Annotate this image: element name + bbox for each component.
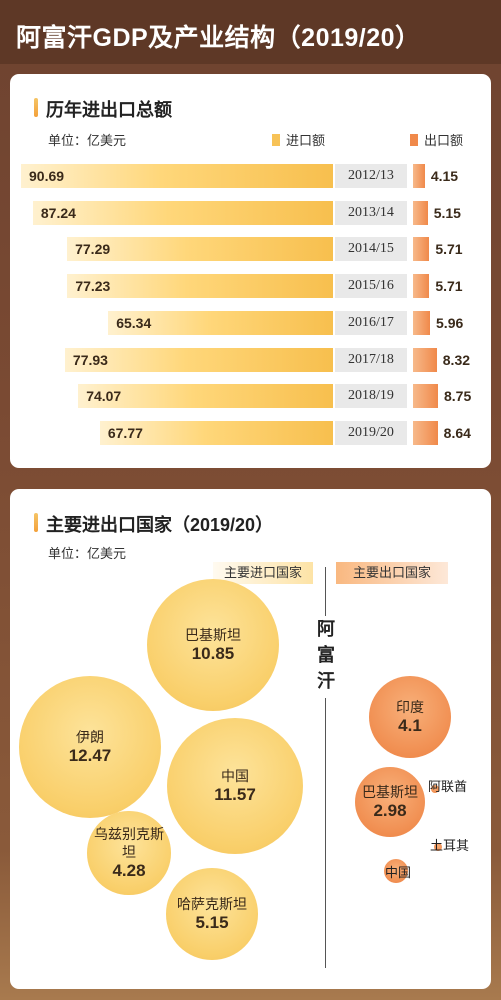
export-country-label: 阿联酋	[428, 779, 468, 794]
export-value-label: 4.15	[430, 168, 459, 184]
import-bubble: 巴基斯坦 10.85	[146, 578, 280, 712]
export-value-label: 5.96	[436, 314, 464, 331]
export-bar	[413, 237, 430, 262]
legend-import: 进口额	[272, 130, 325, 149]
bubble-country-label: 中国	[220, 767, 249, 784]
import-bar: 67.77	[99, 420, 333, 445]
export-bar	[413, 274, 430, 299]
export-bar	[413, 347, 437, 372]
section-title-trade: 历年进出口总额	[34, 96, 172, 122]
year-label: 2017/18	[335, 347, 407, 372]
year-label: 2012/13	[335, 164, 407, 188]
bubble-country-label: 伊朗	[76, 729, 104, 745]
import-countries-tag: 主要进口国家	[213, 562, 313, 584]
export-value-label: 8.64	[443, 424, 471, 441]
unit-label-partners: 单位：亿美元	[48, 546, 127, 561]
import-value-label: 77.23	[75, 278, 111, 295]
divider-bottom	[325, 698, 326, 968]
import-value-label: 77.29	[75, 241, 111, 258]
trade-bar-row: 77.29 2014/15 5.71	[10, 237, 491, 262]
trade-bar-row: 74.07 2018/19 8.75	[10, 384, 491, 409]
bubble-value-label: 2.98	[373, 800, 407, 820]
import-bar: 87.24	[32, 200, 333, 225]
unit-label-trade: 单位：亿美元	[48, 133, 127, 148]
import-value-label: 74.07	[86, 388, 122, 405]
export-bar	[413, 164, 425, 188]
import-value-label: 87.24	[40, 204, 76, 221]
import-bubble: 哈萨克斯坦 5.15	[166, 868, 258, 960]
import-bubble: 伊朗 12.47	[19, 676, 161, 818]
export-bubble-small	[434, 843, 442, 851]
bubble-value-label: 4.28	[112, 860, 146, 880]
legend-import-swatch	[272, 134, 280, 146]
trade-bar-row: 77.23 2015/16 5.71	[10, 274, 491, 299]
bubble-value-label: 10.85	[191, 643, 235, 663]
import-bubble: 中国 11.57	[166, 717, 304, 855]
import-bar: 77.29	[67, 237, 333, 262]
legend-export: 出口额	[410, 130, 463, 149]
export-bubble-small	[431, 785, 439, 793]
export-bubble: 印度 4.1	[369, 676, 451, 758]
export-value-label: 8.75	[444, 388, 472, 405]
trade-bar-row: 77.93 2017/18 8.32	[10, 347, 491, 372]
bubble-value-label: 11.57	[214, 784, 256, 804]
export-bubble-small	[384, 859, 408, 883]
year-label: 2019/20	[335, 420, 407, 445]
import-value-label: 77.93	[72, 351, 108, 368]
bubble-country-label: 哈萨克斯坦	[176, 895, 247, 912]
country-char: 富	[317, 645, 335, 665]
country-label-vertical: 阿 富 汗	[310, 616, 342, 698]
year-label: 2013/14	[335, 200, 407, 225]
import-bar: 90.69	[21, 164, 333, 188]
year-label: 2016/17	[335, 310, 407, 335]
title-bar: 阿富汗GDP及产业结构（2019/20）	[0, 0, 501, 64]
legend-export-swatch	[410, 134, 418, 146]
year-label: 2015/16	[335, 274, 407, 299]
trade-partners-card: 主要进出口国家（2019/20） 单位：亿美元 主要进口国家 主要出口国家 阿 …	[10, 489, 491, 989]
export-bar	[413, 310, 431, 335]
bubble-country-label: 乌兹别克斯坦	[93, 825, 164, 860]
country-char: 汗	[317, 671, 335, 691]
export-value-label: 5.15	[433, 204, 461, 221]
export-value-label: 5.71	[435, 278, 463, 295]
divider-top	[325, 567, 326, 617]
bubble-country-label: 巴基斯坦	[184, 626, 241, 643]
import-value-label: 67.77	[107, 424, 143, 441]
export-countries-tag: 主要出口国家	[336, 562, 448, 584]
export-bar	[413, 384, 438, 409]
country-char: 阿	[317, 619, 335, 639]
legend-import-label: 进口额	[286, 133, 326, 148]
export-bar	[413, 200, 428, 225]
bubble-country-label: 印度	[396, 699, 424, 715]
section-title-partners: 主要进出口国家（2019/20）	[34, 511, 273, 537]
bubble-value-label: 5.15	[195, 912, 229, 932]
year-label: 2014/15	[335, 237, 407, 262]
legend-export-label: 出口额	[424, 133, 464, 148]
trade-bar-row: 65.34 2016/17 5.96	[10, 310, 491, 335]
import-bar: 65.34	[108, 310, 333, 335]
export-value-label: 8.32	[442, 351, 471, 368]
year-label: 2018/19	[335, 384, 407, 409]
export-value-label: 5.71	[435, 241, 463, 258]
page-title: 阿富汗GDP及产业结构（2019/20）	[16, 24, 421, 52]
trade-bar-row: 90.69 2012/13 4.15	[10, 164, 491, 188]
export-country-label: 中国	[385, 865, 412, 880]
export-country-label: 土耳其	[430, 838, 470, 853]
export-bubble: 巴基斯坦 2.98	[355, 767, 425, 837]
import-value-label: 90.69	[29, 168, 65, 184]
bubble-value-label: 4.1	[398, 716, 422, 735]
import-bar: 77.93	[64, 347, 333, 372]
import-value-label: 65.34	[116, 314, 152, 331]
export-bar	[413, 420, 438, 445]
bubble-country-label: 巴基斯坦	[361, 783, 418, 800]
import-bar: 77.23	[67, 274, 333, 299]
import-bar: 74.07	[78, 384, 333, 409]
trade-volume-card: 历年进出口总额 单位：亿美元 进口额 出口额 90.69 2012/13 4.15 8…	[10, 74, 491, 468]
trade-bar-row: 87.24 2013/14 5.15	[10, 200, 491, 225]
trade-bar-row: 67.77 2019/20 8.64	[10, 420, 491, 445]
import-bubble: 乌兹别克斯坦 4.28	[87, 811, 171, 895]
bubble-value-label: 12.47	[68, 746, 112, 765]
